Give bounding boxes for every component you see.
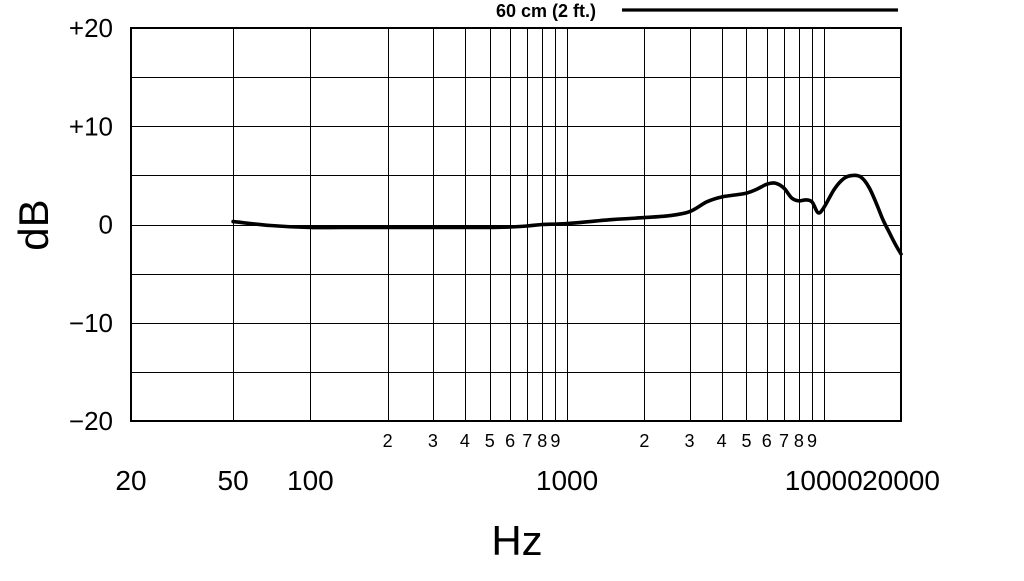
x-minor-tick-label: 7 <box>522 431 532 451</box>
x-major-tick-label: 10000 <box>785 465 863 496</box>
x-axis-label: Hz <box>491 517 542 564</box>
x-minor-tick-label: 2 <box>383 431 393 451</box>
x-minor-tick-label: 2 <box>639 431 649 451</box>
x-minor-tick-label: 9 <box>550 431 560 451</box>
x-minor-tick-label: 6 <box>505 431 515 451</box>
x-minor-tick-label: 4 <box>717 431 727 451</box>
x-minor-tick-label: 8 <box>794 431 804 451</box>
x-minor-tick-label: 3 <box>428 431 438 451</box>
y-tick-label: 0 <box>99 210 113 240</box>
x-minor-tick-label: 8 <box>537 431 547 451</box>
legend: 60 cm (2 ft.) <box>496 1 898 21</box>
x-major-tick-label: 20 <box>115 465 146 496</box>
x-minor-tick-label: 7 <box>779 431 789 451</box>
legend-label: 60 cm (2 ft.) <box>496 1 596 21</box>
y-tick-label: +20 <box>69 13 113 43</box>
x-minor-tick-label: 5 <box>485 431 495 451</box>
y-tick-label: +10 <box>69 111 113 141</box>
x-minor-tick-label: 5 <box>741 431 751 451</box>
x-minor-tick-label: 6 <box>762 431 772 451</box>
x-minor-tick-label: 3 <box>685 431 695 451</box>
x-minor-tick-label: 9 <box>807 431 817 451</box>
y-axis-label: dB <box>10 199 57 250</box>
x-minor-tick-label: 4 <box>460 431 470 451</box>
x-major-tick-label: 50 <box>218 465 249 496</box>
y-tick-label: −20 <box>69 406 113 436</box>
x-major-tick-label: 20000 <box>862 465 940 496</box>
series-layer <box>231 173 903 256</box>
y-tick-label: −10 <box>69 308 113 338</box>
plot-frame <box>130 27 902 422</box>
y-tick-labels: +20 +10 0 −10 −20 <box>69 13 113 436</box>
series-line <box>231 173 903 256</box>
x-major-tick-label: 100 <box>287 465 334 496</box>
x-major-tick-label: 1000 <box>536 465 598 496</box>
